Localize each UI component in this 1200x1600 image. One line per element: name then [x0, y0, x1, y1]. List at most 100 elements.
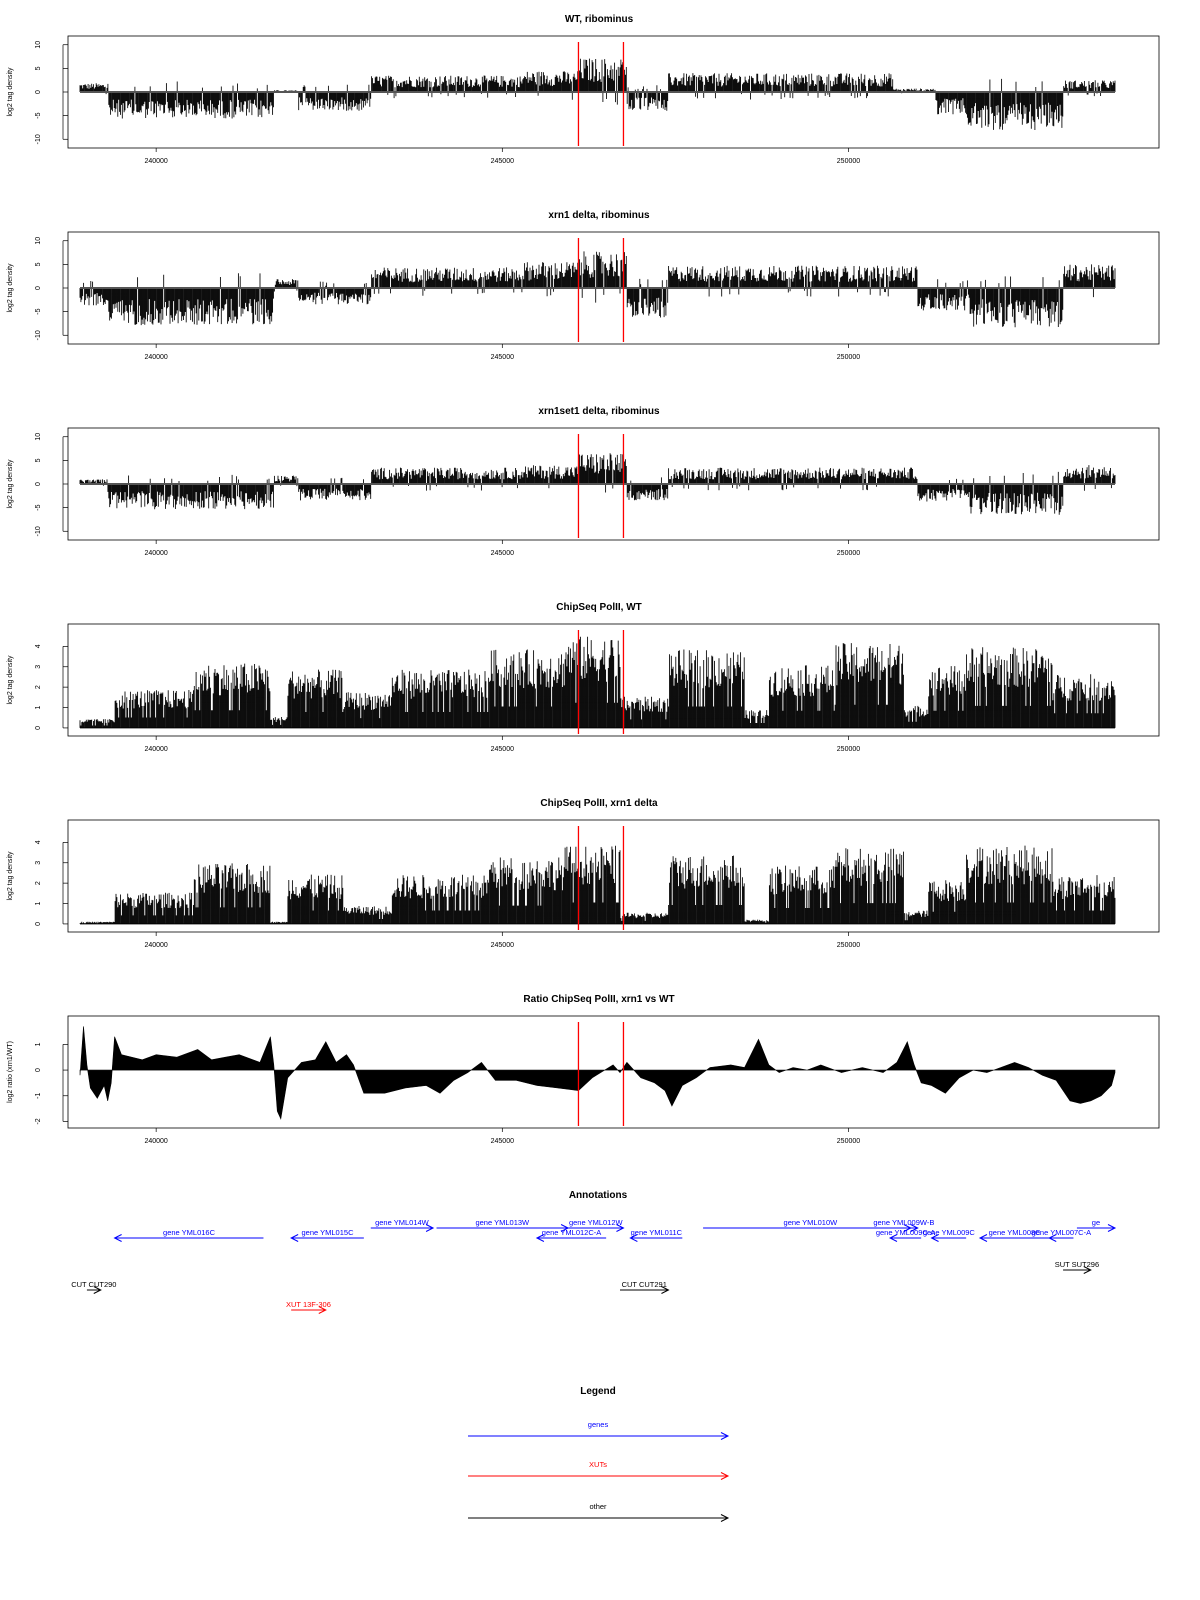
y-tick-label: 0 — [35, 482, 42, 486]
x-tick-label: 245000 — [491, 550, 514, 557]
y-axis: -2 -1 0 1 — [35, 1042, 68, 1125]
x-axis: 240000 245000 250000 — [144, 1128, 860, 1145]
density-bars — [79, 58, 1116, 130]
panel-title: ChipSeq PolII, xrn1 delta — [540, 798, 658, 809]
data-series — [79, 845, 1116, 925]
x-tick-label: 245000 — [491, 746, 514, 753]
legend-arrow-head — [720, 1514, 730, 1522]
data-series — [79, 251, 1116, 328]
x-tick-label: 250000 — [837, 942, 860, 949]
legend-label: XUTs — [589, 1460, 607, 1469]
x-tick-label: 245000 — [491, 354, 514, 361]
legend-item-genes: genes — [468, 1420, 730, 1440]
density-bars — [79, 453, 1116, 515]
panel-title: Ratio ChipSeq PolII, xrn1 vs WT — [523, 994, 674, 1005]
legend-arrow — [468, 1472, 730, 1480]
plot-frame — [67, 819, 1160, 933]
y-tick-label: -5 — [35, 308, 42, 314]
panel-title: WT, ribominus — [565, 14, 634, 25]
annotation-arrow-head — [1083, 1266, 1092, 1274]
annotation-arrow-head — [629, 1234, 638, 1242]
annotation-arrow — [1076, 1224, 1117, 1232]
y-tick-label: -2 — [35, 1118, 42, 1124]
annotation-arrow-head — [535, 1234, 545, 1242]
annotation-label: gene YML014W — [375, 1218, 430, 1227]
legend-arrow-head — [720, 1472, 730, 1480]
y-tick-label: -10 — [35, 526, 42, 536]
annotation-arrow-head — [930, 1234, 939, 1242]
y-axis: -10 -5 0 5 10 — [35, 433, 68, 536]
annotation-arrow-head — [1107, 1224, 1117, 1232]
panel-title: xrn1 delta, ribominus — [548, 210, 650, 221]
x-axis: 240000 245000 250000 — [144, 736, 860, 753]
annotation-label: SUT SUT296 — [1055, 1260, 1099, 1269]
x-tick-label: 245000 — [491, 942, 514, 949]
y-tick-label: -1 — [35, 1093, 42, 1099]
data-series — [79, 636, 1116, 729]
annotation-arrow — [291, 1306, 327, 1314]
annotation-arrow-head — [290, 1234, 299, 1242]
y-tick-label: 10 — [35, 237, 42, 245]
x-tick-label: 240000 — [144, 550, 167, 557]
annotation-feature: gene YML012C-A — [535, 1228, 607, 1242]
x-tick-label: 240000 — [144, 746, 167, 753]
panel-4: ChipSeq PolII, WT 0 1 2 3 4 log2 tag density 24… — [7, 602, 1160, 753]
annotation-arrow-head — [616, 1224, 625, 1232]
y-tick-label: 5 — [35, 458, 42, 462]
panel-3: xrn1set1 delta, ribominus -10 -5 0 5 10 log2 t… — [7, 406, 1160, 557]
y-tick-label: 1 — [35, 901, 42, 905]
panel-title: xrn1set1 delta, ribominus — [538, 406, 660, 417]
legend-title: Legend — [580, 1386, 616, 1397]
annotation-feature: gene YML009C-A — [876, 1228, 935, 1242]
annotation-arrow-head — [888, 1234, 898, 1242]
y-tick-label: 0 — [35, 90, 42, 94]
annotation-arrow — [86, 1286, 102, 1294]
annotation-label: XUT 13F-306 — [286, 1300, 331, 1309]
annotation-arrow — [370, 1224, 435, 1232]
annotations-track: Annotations gene YML016C gene YML015C gene … — [71, 1190, 1117, 1314]
annotation-feature: SUT SUT296 — [1055, 1260, 1099, 1274]
annotation-feature: gene YML011C — [629, 1228, 683, 1242]
y-tick-label: 10 — [35, 433, 42, 441]
legend-arrow-head — [720, 1432, 730, 1440]
legend-label: genes — [588, 1420, 609, 1429]
annotation-label: CUT CUT291 — [622, 1280, 667, 1289]
annotation-arrow — [568, 1224, 625, 1232]
x-tick-label: 250000 — [837, 1138, 860, 1145]
panel-5: ChipSeq PolII, xrn1 delta 0 1 2 3 4 log2 tag d… — [7, 798, 1160, 949]
annotation-arrow — [930, 1234, 967, 1242]
x-tick-label: 245000 — [491, 158, 514, 165]
annotation-arrow-head — [93, 1286, 102, 1294]
y-tick-label: -5 — [35, 504, 42, 510]
y-tick-label: 1 — [35, 705, 42, 709]
y-axis: -10 -5 0 5 10 — [35, 237, 68, 340]
annotation-feature: ge — [1076, 1218, 1117, 1232]
annotation-label: gene YML016C — [163, 1228, 216, 1237]
x-tick-label: 240000 — [144, 1138, 167, 1145]
annotation-feature: gene YML009C — [923, 1228, 976, 1242]
plot-frame — [67, 1015, 1160, 1129]
x-tick-label: 250000 — [837, 746, 860, 753]
x-tick-label: 245000 — [491, 1138, 514, 1145]
annotation-arrow-head — [318, 1306, 327, 1314]
x-tick-label: 250000 — [837, 550, 860, 557]
annotation-arrow — [535, 1234, 607, 1242]
density-bars — [79, 636, 1116, 728]
y-tick-label: 3 — [35, 665, 42, 669]
y-axis: 0 1 2 3 4 — [35, 840, 68, 926]
annotation-label: gene YML012C-A — [542, 1228, 601, 1237]
annotation-arrow — [620, 1286, 670, 1294]
annotation-feature: gene YML009W-B — [873, 1218, 934, 1232]
annotation-label: gene YML009C — [923, 1228, 976, 1237]
y-axis-label: log2 tag density — [7, 67, 14, 117]
y-tick-label: -5 — [35, 112, 42, 118]
data-series — [79, 58, 1116, 130]
y-tick-label: 4 — [35, 840, 42, 844]
annotation-label: ge — [1092, 1218, 1100, 1227]
annotation-feature: gene YML007C-A — [1032, 1228, 1091, 1242]
annotation-label: gene YML013W — [475, 1218, 530, 1227]
annotation-arrow-head — [425, 1224, 435, 1232]
x-axis: 240000 245000 250000 — [144, 344, 860, 361]
x-tick-label: 240000 — [144, 158, 167, 165]
